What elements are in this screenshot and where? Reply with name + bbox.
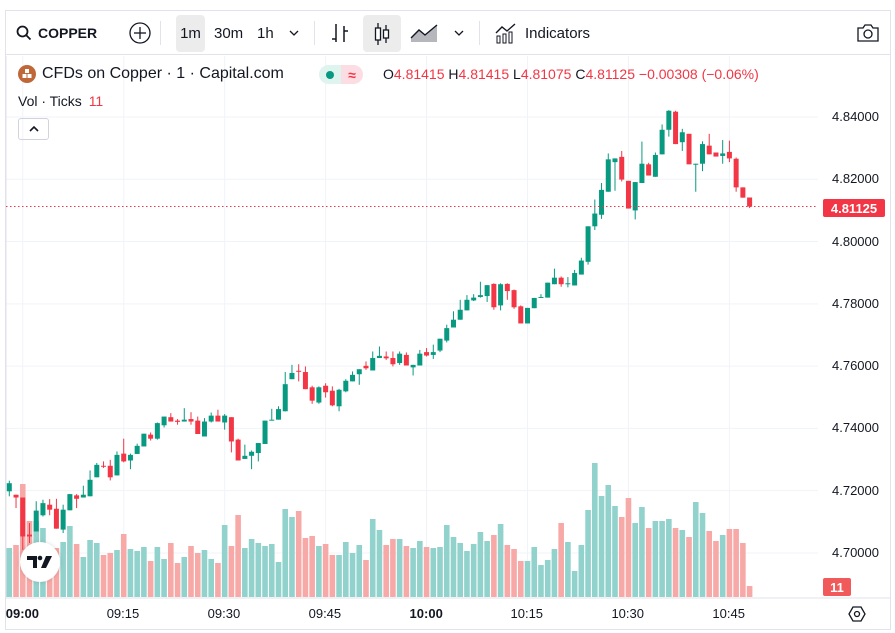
open-value: 4.81415 xyxy=(393,66,445,82)
camera-icon xyxy=(857,24,879,42)
candles-chart-type-button[interactable] xyxy=(363,15,401,52)
tradingview-logo[interactable] xyxy=(20,542,60,582)
interval-label: 1m xyxy=(180,25,201,42)
interval-30m-button[interactable]: 30m xyxy=(214,11,243,55)
current-volume-tag: 11 xyxy=(823,578,851,596)
time-tick-label: 10:15 xyxy=(510,606,544,621)
symbol-title: CFDs on Copper · 1 · Capital.com xyxy=(42,65,284,82)
symbol-search-button[interactable]: COPPER xyxy=(16,11,97,55)
time-tick-label: 10:45 xyxy=(712,606,745,621)
high-value: 4.81415 xyxy=(458,66,510,82)
time-tick-label: 09:00 xyxy=(5,606,39,621)
price-tick-label: 4.80000 xyxy=(832,233,879,249)
chevron-up-icon xyxy=(28,125,39,132)
symbol-name: COPPER xyxy=(38,25,98,41)
open-label: O xyxy=(383,66,394,82)
compare-symbol-button[interactable] xyxy=(128,11,152,55)
time-tick-label: 09:45 xyxy=(308,606,342,621)
chart-settings-button[interactable] xyxy=(848,605,866,628)
chevron-down-icon xyxy=(289,30,299,36)
price-tick-label: 4.76000 xyxy=(832,358,879,374)
volume-value: 11 xyxy=(88,93,104,109)
price-tick-label: 4.74000 xyxy=(832,420,879,436)
price-tick-label: 4.78000 xyxy=(832,295,879,311)
low-value: 4.81075 xyxy=(520,66,572,82)
interval-label: 1h xyxy=(257,24,274,42)
price-tick-label: 4.82000 xyxy=(832,171,879,187)
volume-label: Vol · Ticks xyxy=(18,93,82,109)
interval-1m-button[interactable]: 1m xyxy=(176,15,205,52)
market-status-pill[interactable]: ≈ xyxy=(319,65,363,84)
area-chart-icon xyxy=(410,24,438,42)
high-label: H xyxy=(448,66,459,82)
divider xyxy=(314,21,315,45)
tradingview-logo-icon xyxy=(27,555,52,568)
indicators-button[interactable]: Indicators xyxy=(494,11,590,55)
price-tick-label: 4.84000 xyxy=(832,109,879,124)
plus-circle-icon xyxy=(129,22,151,44)
divider xyxy=(479,21,480,45)
candles-icon xyxy=(374,22,390,45)
time-tick-label: 09:30 xyxy=(207,606,241,621)
interval-label: 30m xyxy=(214,24,244,42)
delayed-data-icon: ≈ xyxy=(341,65,363,84)
chart-frame xyxy=(5,10,891,630)
interval-1h-button[interactable]: 1h xyxy=(257,11,274,55)
price-tick-label: 4.70000 xyxy=(832,544,879,560)
chevron-down-icon xyxy=(454,30,464,36)
time-tick-label: 10:00 xyxy=(409,606,443,621)
bars-icon xyxy=(332,24,348,42)
screenshot-button[interactable] xyxy=(856,11,880,55)
volume-legend[interactable]: Vol · Ticks 11 xyxy=(18,93,103,109)
indicators-icon xyxy=(495,23,516,44)
chart-type-dropdown-button[interactable] xyxy=(453,11,465,55)
search-icon xyxy=(16,25,32,41)
symbol-legend[interactable]: CFDs on Copper · 1 · Capital.com xyxy=(18,64,284,84)
low-label: L xyxy=(513,66,521,82)
time-tick-label: 10:30 xyxy=(611,606,644,621)
bar-chart-type-button[interactable] xyxy=(330,11,350,55)
current-price-tag: 4.81125 xyxy=(823,199,885,217)
ohlc-values: O4.81415 H4.81415 L4.81075 C4.81125 −0.0… xyxy=(383,66,759,82)
settings-hexagon-icon xyxy=(848,606,866,622)
price-tick-label: 4.72000 xyxy=(832,482,879,498)
copper-logo-icon xyxy=(18,65,36,83)
area-chart-type-button[interactable] xyxy=(409,11,439,55)
toolbar: COPPER 1m 30m 1h Indicators xyxy=(6,11,890,55)
time-tick-label: 09:15 xyxy=(106,606,140,621)
close-value: 4.81125 xyxy=(585,66,636,82)
market-open-dot-icon xyxy=(326,70,334,79)
interval-dropdown-button[interactable] xyxy=(288,11,300,55)
indicators-label: Indicators xyxy=(525,24,591,42)
change-value: −0.00308 (−0.06%) xyxy=(638,66,759,82)
divider xyxy=(160,21,161,45)
close-label: C xyxy=(575,66,586,82)
collapse-legend-button[interactable] xyxy=(18,118,49,140)
